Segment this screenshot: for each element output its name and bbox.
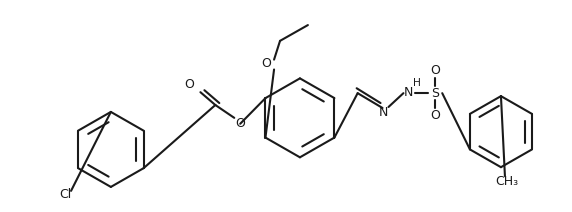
Text: N: N [379,106,388,119]
Text: O: O [185,78,194,91]
Text: H: H [414,78,422,88]
Text: CH₃: CH₃ [495,176,518,188]
Text: O: O [430,64,440,77]
Text: O: O [430,109,440,122]
Text: O: O [261,57,271,70]
Text: Cl: Cl [59,188,71,201]
Text: N: N [404,86,413,99]
Text: O: O [235,117,245,130]
Text: S: S [431,87,439,100]
